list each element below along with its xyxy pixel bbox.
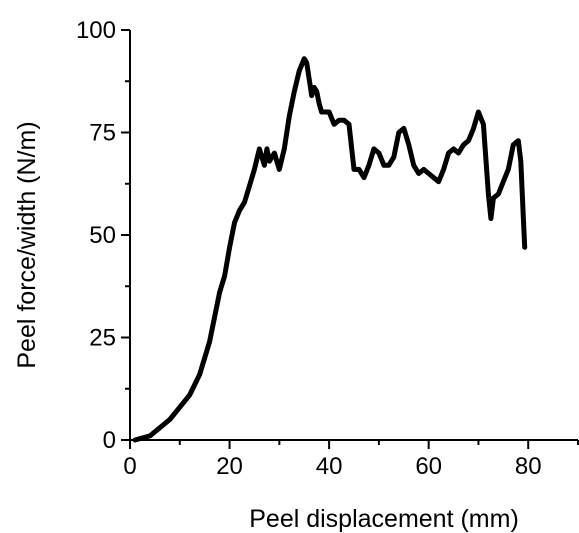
x-tick-label: 20: [216, 453, 243, 480]
y-tick-label: 100: [76, 17, 116, 44]
chart-labels: 0 25 50 75 100 0 20 40 60 80 Peel displacement (mm…: [13, 17, 542, 533]
x-tick-label: 40: [316, 453, 343, 480]
x-tick-label: 60: [415, 453, 442, 480]
x-tick-label: 0: [123, 453, 136, 480]
chart-series: [132, 56, 528, 443]
x-tick-label: 80: [515, 453, 542, 480]
y-tick-label: 0: [103, 427, 116, 454]
y-tick-label: 50: [89, 222, 116, 249]
chart-axes: [121, 29, 579, 449]
x-axis-title: Peel displacement (mm): [249, 505, 519, 533]
y-tick-label: 25: [89, 325, 116, 352]
series-line-0: [132, 56, 528, 443]
y-axis-title: Peel force/width (N/m): [13, 121, 41, 368]
y-tick-label: 75: [89, 120, 116, 147]
